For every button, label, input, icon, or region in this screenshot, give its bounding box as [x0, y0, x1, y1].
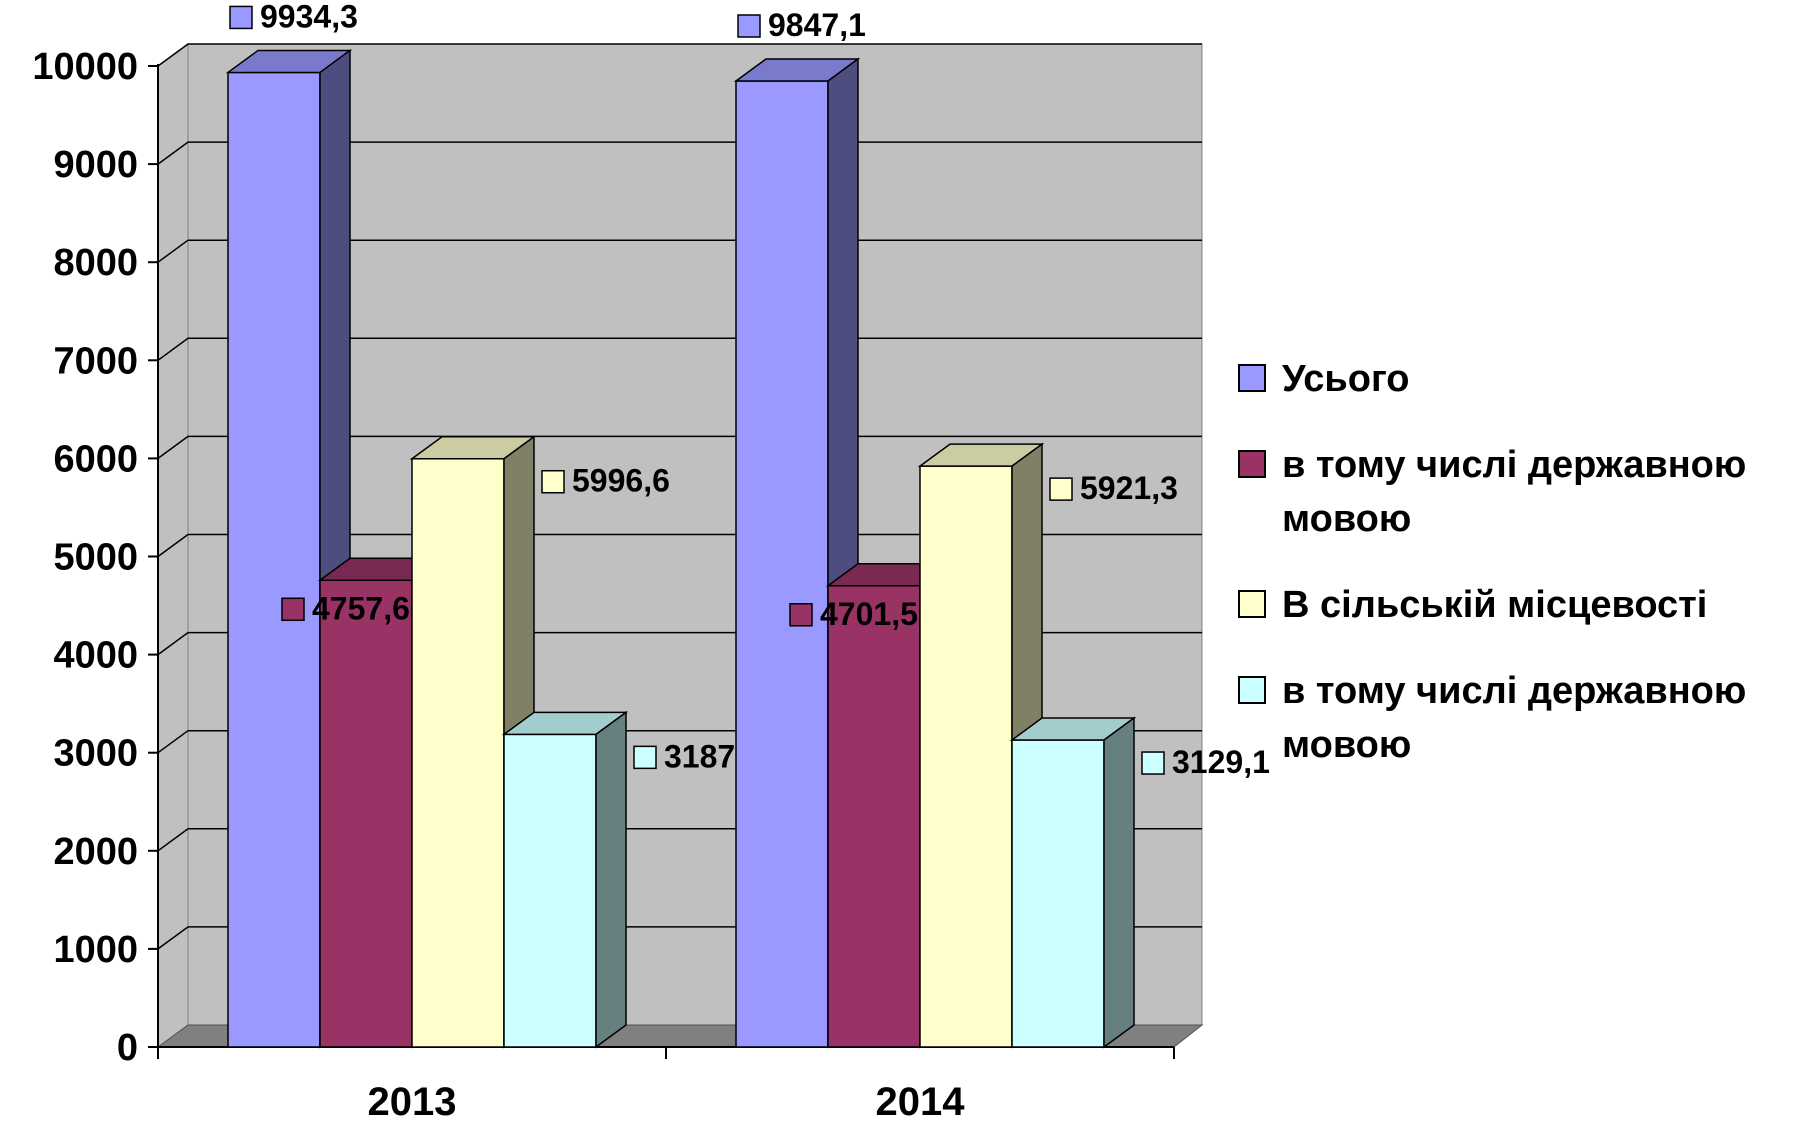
bar-front: [1011, 739, 1105, 1048]
gridline: [157, 141, 1202, 165]
y-tick-label: 1000: [53, 929, 138, 971]
y-tick-label: 2000: [53, 831, 138, 873]
data-label-key: [281, 597, 305, 622]
data-label-key: [1141, 751, 1165, 775]
bar-side: [1103, 716, 1135, 1049]
bar-front: [735, 80, 829, 1048]
data-label: 4757,6: [312, 590, 410, 626]
data-label-key: [229, 5, 253, 30]
legend-item: В сільській місцевості: [1238, 578, 1798, 632]
gridline: [157, 337, 1202, 361]
y-tick-label: 4000: [53, 635, 138, 677]
bar-front: [827, 585, 921, 1048]
gridline: [157, 239, 1202, 263]
legend-item: в тому числі державною мовою: [1238, 438, 1798, 546]
y-tick-label: 7000: [53, 340, 138, 382]
gridline: [157, 533, 1202, 558]
data-label: 3187: [664, 738, 735, 774]
data-label-key: [737, 14, 761, 38]
bar-front: [227, 71, 321, 1048]
y-tick-label: 0: [117, 1027, 138, 1069]
data-label: 9847,1: [768, 7, 866, 43]
legend-label: Усього: [1282, 358, 1410, 400]
data-label-key: [789, 603, 813, 627]
y-tick-label: 9000: [53, 144, 138, 186]
data-label-key: [1049, 477, 1073, 501]
x-tick-label: 2014: [876, 1080, 966, 1124]
gridline: [157, 435, 1202, 460]
bar-front: [919, 465, 1013, 1048]
y-tick-label: 3000: [53, 733, 138, 775]
bar-side: [595, 710, 627, 1049]
bar-front: [503, 733, 597, 1048]
y-tick-label: 10000: [32, 46, 138, 88]
legend-label: в тому числі державною мовою: [1282, 444, 1747, 540]
data-label: 9934,3: [260, 0, 358, 34]
bar-front: [411, 457, 505, 1048]
y-tick-label: 6000: [53, 438, 138, 480]
data-label: 4701,5: [820, 596, 918, 632]
legend-swatch: [1238, 450, 1266, 478]
legend-item: в тому числі державною мовою: [1238, 664, 1798, 772]
data-label-key: [633, 745, 657, 770]
legend-label: в тому числі державною мовою: [1282, 670, 1747, 766]
gridline: [157, 43, 1202, 67]
data-label: 5996,6: [572, 463, 670, 499]
legend-item: Усього: [1238, 352, 1798, 406]
y-tick-label: 8000: [53, 242, 138, 284]
data-label: 5921,3: [1080, 470, 1178, 506]
legend-swatch: [1238, 590, 1266, 618]
y-tick-label: 5000: [53, 537, 138, 579]
legend-swatch: [1238, 676, 1266, 704]
data-label: 3129,1: [1172, 744, 1270, 780]
x-tick-label: 2013: [368, 1080, 457, 1124]
legend: Усього в тому числі державною мовою В сі…: [1238, 352, 1798, 804]
data-label-key: [541, 469, 565, 494]
bar-front: [319, 579, 413, 1048]
legend-swatch: [1238, 364, 1266, 392]
legend-label: В сільській місцевості: [1282, 584, 1708, 626]
